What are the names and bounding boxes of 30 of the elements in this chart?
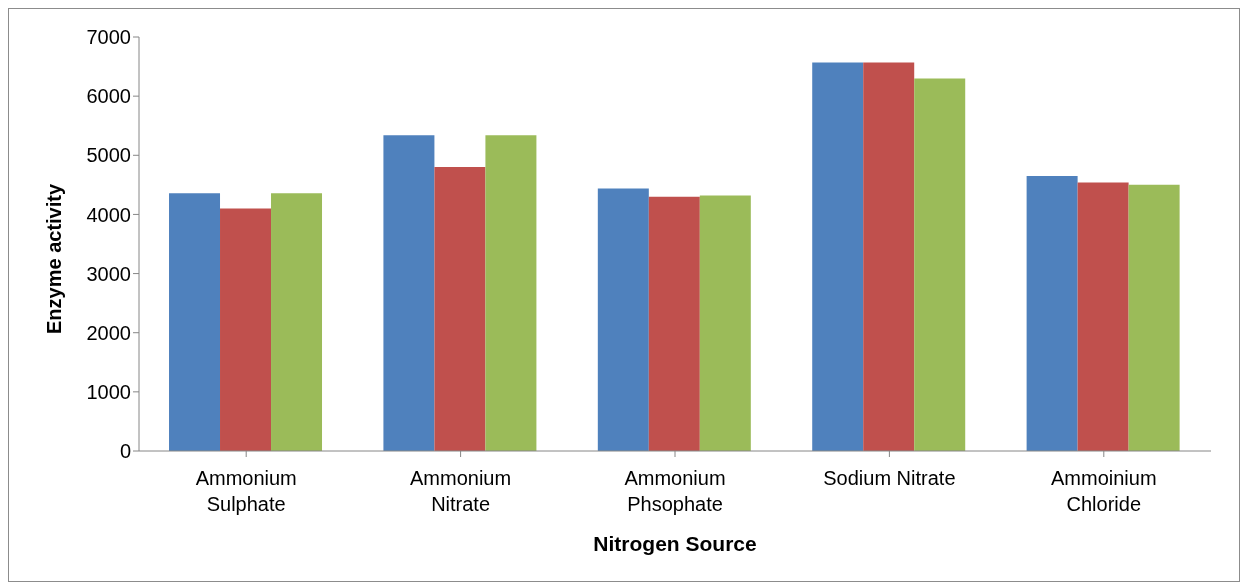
x-tick-label: Ammonium Sulphate (195, 467, 297, 515)
x-axis-title: Nitrogen Source (593, 532, 757, 555)
y-tick-label: 7000 (86, 26, 131, 49)
bar (220, 208, 272, 451)
x-tick-label: Ammonium Nitrate (410, 467, 512, 515)
y-tick-label: 0 (119, 440, 131, 463)
bar (434, 167, 486, 451)
y-tick-label: 6000 (86, 85, 131, 108)
bar (271, 193, 323, 451)
bar (485, 135, 537, 451)
bar (812, 62, 864, 451)
x-tick-label: Sodium Nitrate (823, 467, 956, 489)
bar (863, 62, 915, 451)
x-tick-label: Ammonium Phsophate (624, 467, 726, 515)
y-tick-label: 1000 (86, 380, 131, 403)
x-tick-label: Ammoinium Chloride (1051, 467, 1157, 515)
bar (1128, 184, 1180, 451)
y-tick-label: 3000 (86, 262, 131, 285)
y-tick-label: 4000 (86, 203, 131, 226)
bar (648, 196, 700, 451)
bar (597, 188, 649, 451)
bar (169, 193, 221, 451)
y-axis-title: Enzyme activity (43, 183, 66, 334)
bar (1026, 175, 1078, 451)
bar (699, 195, 751, 451)
bar (1077, 182, 1129, 451)
bar (383, 135, 435, 451)
bar (914, 78, 966, 451)
y-tick-label: 5000 (86, 144, 131, 167)
y-tick-label: 2000 (86, 321, 131, 344)
